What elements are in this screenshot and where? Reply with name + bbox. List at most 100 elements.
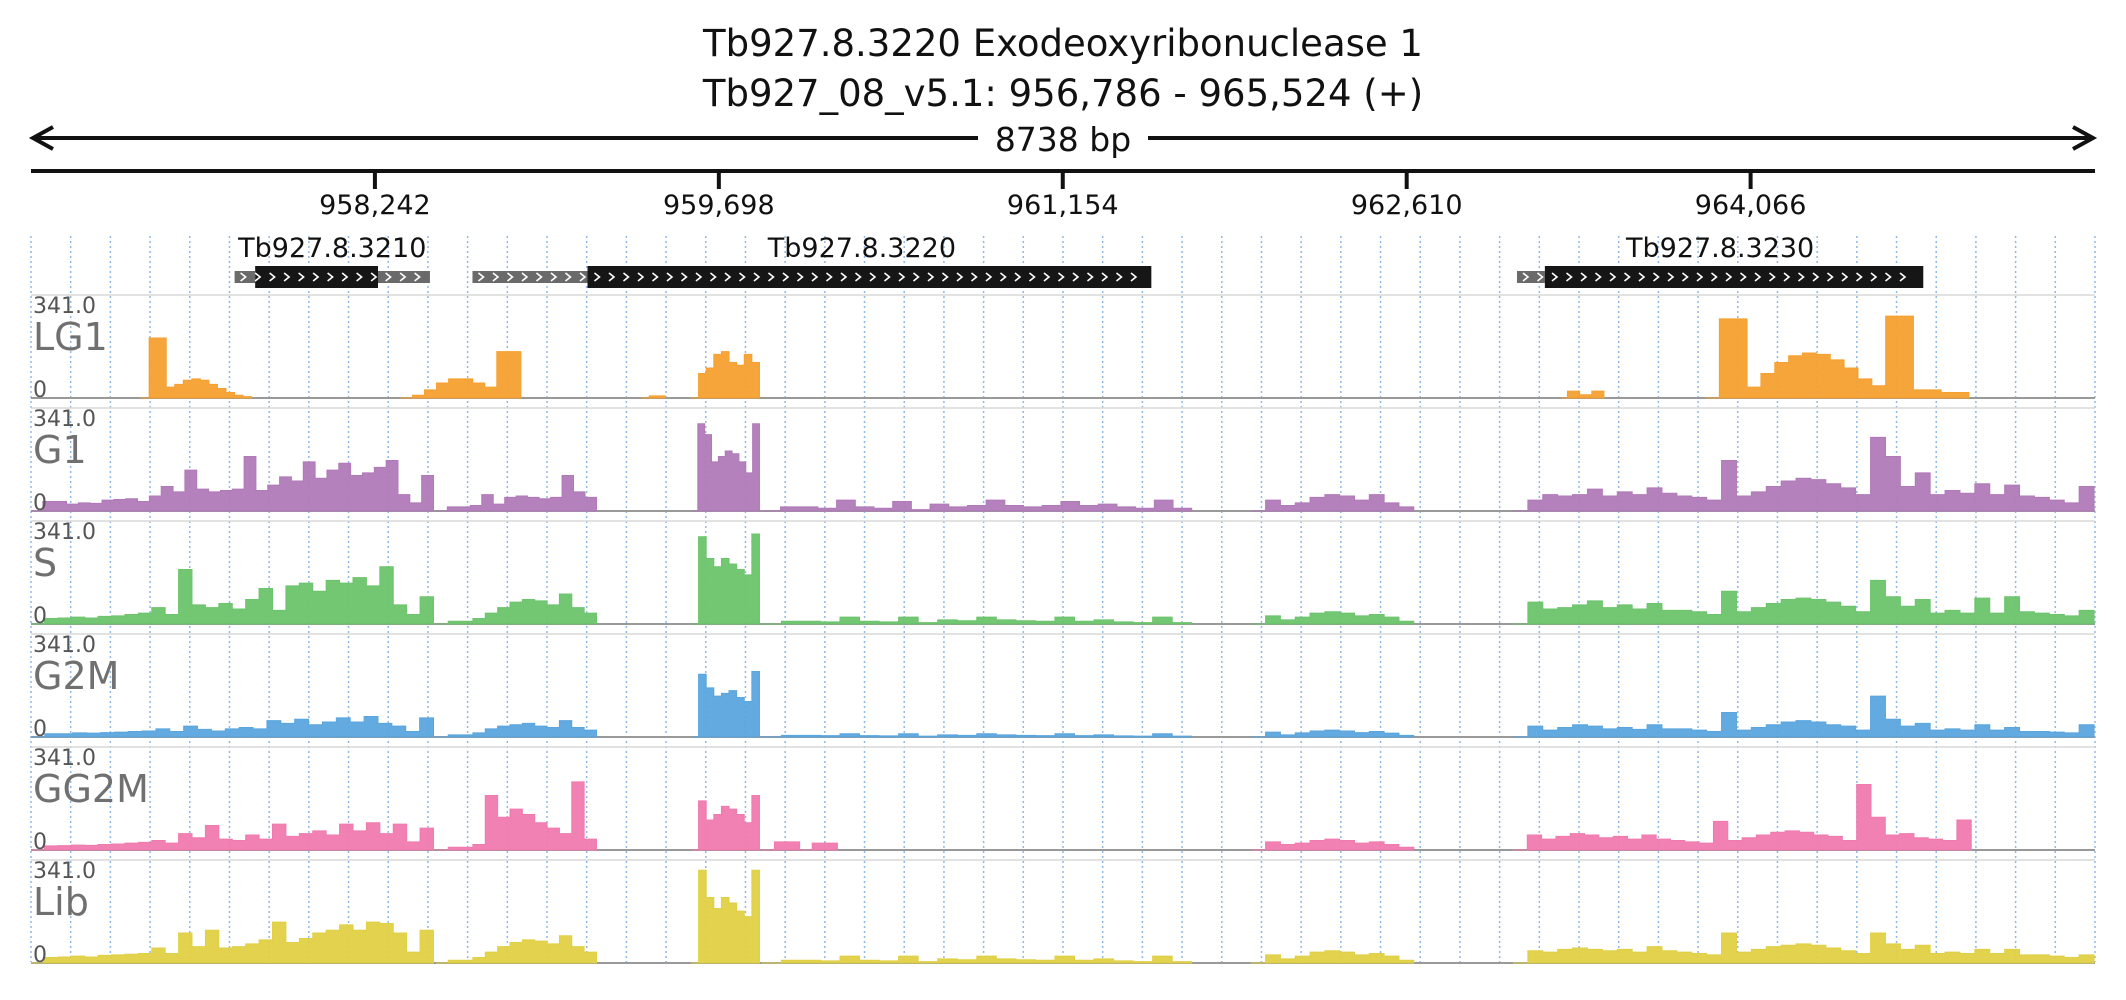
coverage-area <box>140 337 253 399</box>
coverage-area <box>1250 729 1415 738</box>
strand-chevron-icon <box>1057 272 1065 282</box>
strand-chevron-icon <box>1797 272 1805 282</box>
coverage-area <box>1250 950 1415 964</box>
strand-chevron-icon <box>1754 272 1762 282</box>
strand-chevron-icon <box>1710 272 1718 282</box>
strand-chevron-icon <box>840 272 848 282</box>
strand-chevron-icon <box>327 272 334 282</box>
strand-chevron-icon <box>356 272 363 282</box>
track-name-label: Lib <box>33 880 89 924</box>
coverage-area <box>1250 494 1415 512</box>
track-ymin-label: 0 <box>33 830 47 855</box>
coverage-area <box>1512 695 2095 738</box>
track-ymin-label: 0 <box>33 491 47 516</box>
strand-chevron-icon <box>1014 272 1022 282</box>
strand-chevron-icon <box>477 272 485 282</box>
strand-chevron-icon <box>825 272 833 282</box>
strand-chevron-icon <box>1609 272 1617 282</box>
coverage-area <box>761 733 1193 738</box>
coverage-area <box>690 533 760 625</box>
coverage-area <box>435 720 597 738</box>
strand-chevron-icon <box>985 272 993 282</box>
strand-chevron-icon <box>521 272 529 282</box>
track-ymin-label: 0 <box>33 378 47 403</box>
coverage-area <box>31 716 435 738</box>
strand-chevron-icon <box>1899 272 1907 282</box>
coverage-area <box>31 822 435 851</box>
coverage-area <box>435 593 597 625</box>
strand-chevron-icon <box>999 272 1007 282</box>
gene-model: Tb927.8.3210 <box>234 233 430 288</box>
axis-tick-label: 962,610 <box>1351 190 1463 221</box>
strand-chevron-icon <box>254 272 262 282</box>
strand-chevron-icon <box>622 272 630 282</box>
strand-chevron-icon <box>564 272 572 282</box>
coverage-area <box>690 351 760 399</box>
strand-chevron-icon <box>666 272 674 282</box>
strand-chevron-icon <box>414 272 421 282</box>
coverage-area <box>31 921 435 964</box>
track-name-label: GG2M <box>33 767 149 811</box>
strand-chevron-icon <box>1855 272 1863 282</box>
coverage-area <box>435 475 597 512</box>
coverage-track-s: 341.0 0 S <box>31 520 2095 629</box>
coverage-area <box>31 566 435 625</box>
strand-chevron-icon <box>492 272 500 282</box>
coverage-area <box>1512 436 2095 512</box>
strand-chevron-icon <box>1884 272 1892 282</box>
track-name-label: S <box>33 541 57 585</box>
gene-title: Tb927.8.3220 Exodeoxyribonuclease 1 <box>703 22 1423 65</box>
coverage-area <box>690 794 760 851</box>
track-name-label: G2M <box>33 654 119 698</box>
coverage-area <box>1705 315 1970 399</box>
coverage-area <box>690 671 760 738</box>
strand-chevron-icon <box>535 272 543 282</box>
axis-tick-label: 964,066 <box>1695 190 1807 221</box>
gene-name-label: Tb927.8.3230 <box>1625 233 1814 264</box>
coverage-area <box>435 781 597 851</box>
strand-chevron-icon <box>550 272 558 282</box>
genomic-location: Tb927_08_v5.1: 956,786 - 965,524 (+) <box>702 72 1424 115</box>
coverage-area <box>690 869 760 964</box>
strand-chevron-icon <box>1812 272 1820 282</box>
coverage-area <box>761 955 1193 964</box>
gene-cds-block <box>587 266 1152 288</box>
strand-chevron-icon <box>869 272 877 282</box>
strand-chevron-icon <box>593 272 601 282</box>
strand-chevron-icon <box>1101 272 1109 282</box>
axis-tick-label: 959,698 <box>663 190 775 221</box>
strand-chevron-icon <box>1725 272 1733 282</box>
strand-chevron-icon <box>506 272 514 282</box>
strand-chevron-icon <box>970 272 978 282</box>
coverage-area <box>1512 932 2095 964</box>
track-ymin-label: 0 <box>33 717 47 742</box>
coverage-track-gg2m: 341.0 0 GG2M <box>31 746 2095 855</box>
strand-chevron-icon <box>1072 272 1080 282</box>
strand-chevron-icon <box>912 272 920 282</box>
strand-chevron-icon <box>796 272 804 282</box>
strand-chevron-icon <box>1086 272 1094 282</box>
track-name-label: G1 <box>33 428 87 472</box>
strand-chevron-icon <box>782 272 790 282</box>
strand-chevron-icon <box>738 272 746 282</box>
track-ymax-label: 341.0 <box>33 520 96 545</box>
strand-chevron-icon <box>370 272 378 282</box>
strand-chevron-icon <box>1768 272 1776 282</box>
track-ymax-label: 341.0 <box>33 746 96 771</box>
track-ymax-label: 341.0 <box>33 294 96 319</box>
coverage-track-g2m: 341.0 0 G2M <box>31 633 2095 742</box>
strand-chevron-icon <box>1826 272 1834 282</box>
coverage-area <box>31 455 435 512</box>
strand-chevron-icon <box>724 272 732 282</box>
coverage-area <box>1512 784 1972 851</box>
strand-chevron-icon <box>385 272 392 282</box>
strand-chevron-icon <box>956 272 964 282</box>
coverage-area <box>1512 579 2095 625</box>
strand-chevron-icon <box>651 272 659 282</box>
coverage-area <box>1561 390 1605 399</box>
strand-chevron-icon <box>753 272 761 282</box>
strand-chevron-icon <box>811 272 819 282</box>
strand-chevron-icon <box>1638 272 1646 282</box>
gene-cds-block <box>1544 266 1924 288</box>
